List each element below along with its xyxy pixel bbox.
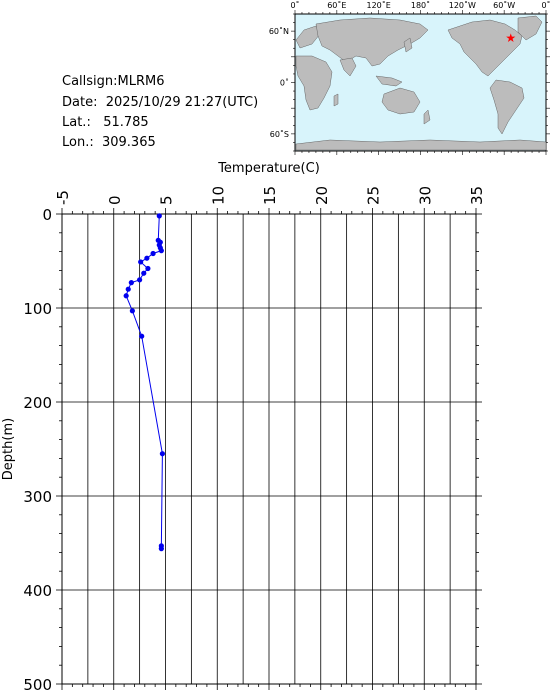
x-tick-label: 15	[261, 186, 279, 205]
profile-point	[144, 255, 150, 261]
profile-point	[158, 546, 164, 552]
map-lon-label: 60˚W	[493, 0, 515, 10]
profile-point	[145, 265, 151, 272]
y-axis-ticks	[56, 213, 482, 685]
x-axis-ticks	[61, 208, 477, 690]
map-frame: 0˚ 60˚E 120˚E 180˚ 120˚W 60˚W 0˚ 60˚N 0˚ 60˚S ★	[269, 0, 551, 155]
map-lon-label: 0˚	[541, 0, 550, 10]
temperature-profile-line	[125, 215, 163, 549]
map-lat-label: 60˚N	[269, 26, 289, 36]
map-lon-label: 60˚E	[327, 0, 346, 10]
map-lon-ticks	[294, 10, 547, 155]
x-tick-label: 25	[365, 186, 383, 205]
land-madagascar	[333, 93, 339, 107]
x-tick-label: 0	[106, 195, 124, 205]
temperature-profile-points	[123, 213, 165, 552]
land-new-zealand	[423, 109, 431, 125]
profile-point	[141, 270, 147, 276]
map-lat-label: 60˚S	[270, 129, 289, 139]
land-africa	[295, 55, 333, 111]
chart-grid	[62, 214, 476, 684]
y-axis-title: Depth(m)	[1, 418, 16, 480]
profile-point	[123, 293, 129, 299]
land-south-america	[489, 79, 525, 135]
land-asia	[315, 17, 429, 67]
profile-point	[159, 451, 165, 457]
map-lon-label: 180˚	[411, 0, 430, 10]
x-tick-label: 5	[158, 195, 176, 205]
land-australia	[381, 87, 421, 115]
map-lon-label: 120˚E	[367, 0, 391, 10]
land-antarctica	[295, 139, 547, 151]
latitude-text: Lat.: 51.785	[62, 115, 149, 130]
x-tick-label: 20	[313, 186, 331, 205]
x-tick-label: 10	[209, 186, 227, 205]
map-lon-labels: 0˚ 60˚E 120˚E 180˚ 120˚W 60˚W 0˚	[290, 0, 550, 10]
land-indonesia	[375, 75, 403, 87]
map-lon-label: 0˚	[290, 0, 299, 10]
profile-point	[129, 308, 135, 314]
land-greenland	[517, 15, 543, 41]
x-axis-title: Temperature(C)	[217, 161, 320, 176]
y-tick-label: 400	[23, 582, 52, 600]
map-lat-label: 0˚	[280, 78, 289, 88]
profile-point	[128, 280, 134, 286]
land-north-america	[447, 19, 523, 77]
y-axis-tick-labels: 0 100 200 300 400 500	[23, 206, 52, 690]
x-tick-label: 35	[468, 186, 486, 205]
y-tick-label: 500	[23, 676, 52, 690]
land-india	[339, 57, 357, 77]
callsign-text: Callsign:MLRM6	[62, 74, 165, 89]
y-tick-label: 300	[23, 488, 52, 506]
map-lat-labels: 60˚N 0˚ 60˚S	[269, 26, 289, 139]
profile-point	[139, 333, 145, 339]
land-japan	[403, 37, 413, 53]
y-tick-label: 200	[23, 394, 52, 412]
x-tick-label: -5	[54, 190, 72, 205]
map-lon-label: 120˚W	[449, 0, 476, 10]
y-tick-label: 0	[42, 206, 52, 224]
x-tick-label: 30	[416, 186, 434, 205]
profile-point	[150, 250, 156, 257]
profile-point	[156, 213, 162, 219]
profile-point	[138, 259, 144, 265]
date-text: Date: 2025/10/29 21:27(UTC)	[62, 95, 259, 110]
x-axis-tick-labels: -5 0 5 10 15 20 25 30 35	[54, 186, 486, 205]
profile-point	[125, 286, 131, 292]
map-land	[295, 15, 547, 151]
longitude-text: Lon.: 309.365	[62, 135, 156, 150]
map-lat-ticks	[291, 13, 550, 152]
star-icon: ★	[505, 31, 516, 45]
profile-point	[158, 248, 164, 254]
profile-point	[137, 277, 143, 283]
y-tick-label: 100	[23, 300, 52, 318]
